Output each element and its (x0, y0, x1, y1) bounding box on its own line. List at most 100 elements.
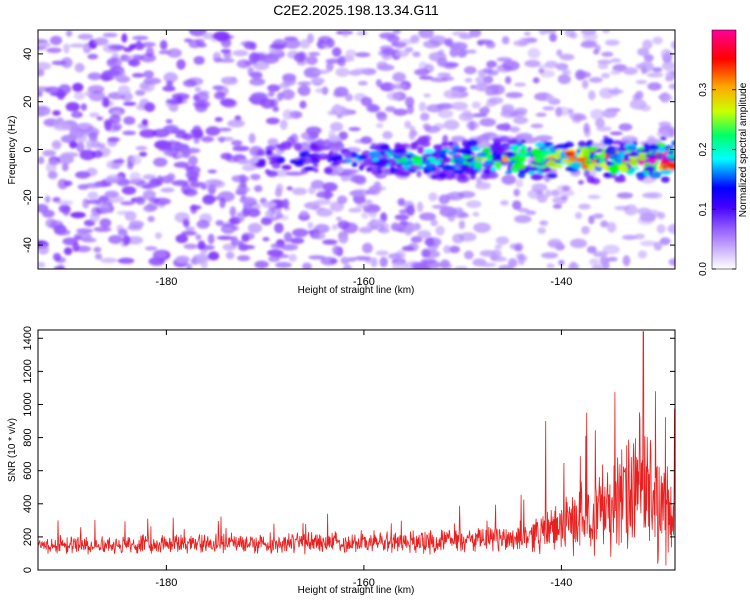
heatmap-speckle (282, 109, 294, 120)
heatmap-speckle (541, 252, 559, 259)
heatmap-signal-blob (484, 159, 492, 165)
heatmap-speckle (141, 118, 149, 126)
heatmap-speckle (670, 40, 675, 50)
heatmap-speckle (89, 112, 100, 118)
heatmap-speckle (253, 60, 270, 71)
heatmap-speckle (38, 105, 51, 117)
heatmap-speckle (418, 101, 427, 112)
heatmap-signal-blob (582, 150, 591, 158)
heatmap-speckle (198, 90, 210, 96)
heatmap-signal-blob (611, 140, 623, 145)
heatmap-speckle (122, 101, 137, 106)
heatmap-speckle (107, 58, 118, 66)
heatmap-speckle (341, 30, 350, 38)
heatmap-speckle (163, 124, 180, 134)
heatmap-speckle (325, 61, 334, 72)
heatmap-speckle (375, 122, 384, 129)
heatmap-signal-blob (256, 149, 265, 157)
heatmap-speckle (597, 59, 612, 65)
heatmap-speckle (377, 64, 395, 71)
heatmap-speckle (220, 48, 232, 54)
heatmap-speckle (182, 79, 197, 88)
heatmap-speckle (189, 30, 207, 37)
heatmap-speckle (416, 201, 424, 213)
heatmap-speckle (69, 43, 86, 48)
heatmap-speckle (130, 154, 142, 166)
heatmap-signal-blob (603, 172, 613, 179)
heatmap-signal-blob (530, 173, 544, 181)
heatmap-speckle (243, 41, 255, 50)
heatmap-speckle (75, 133, 87, 143)
heatmap-speckle (322, 182, 338, 192)
heatmap-speckle (398, 38, 416, 45)
heatmap-speckle (231, 140, 243, 147)
heatmap-speckle (73, 235, 83, 240)
heatmap-signal-blob (662, 165, 668, 170)
heatmap-signal-blob (476, 152, 487, 158)
heatmap-speckle (385, 106, 396, 113)
heatmap-signal-blob (266, 170, 278, 178)
heatmap-signal-blob (490, 166, 497, 172)
heatmap-speckle (237, 255, 251, 262)
heatmap-speckle (588, 77, 603, 83)
heatmap-speckle (450, 101, 468, 111)
heatmap-signal-blob (623, 154, 630, 161)
heatmap-signal-blob (265, 145, 276, 152)
heatmap-speckle (623, 204, 638, 216)
heatmap-speckle (362, 199, 373, 204)
heatmap-speckle (405, 96, 415, 108)
heatmap-speckle (265, 117, 280, 125)
heatmap-speckle (508, 111, 527, 118)
heatmap-speckle (143, 77, 162, 85)
heatmap-speckle (360, 96, 373, 107)
heatmap-speckle (542, 106, 555, 111)
heatmap-speckle (183, 243, 198, 250)
heatmap-speckle (336, 165, 344, 174)
colorbar-tick-label: 0.0 (698, 262, 709, 276)
heatmap-speckle (422, 40, 441, 49)
heatmap-speckle (284, 38, 301, 49)
heatmap-signal-blob (312, 163, 319, 168)
heatmap-speckle (588, 258, 600, 266)
heatmap-speckle (355, 52, 371, 58)
heatmap-speckle (282, 198, 290, 209)
heatmap-speckle (166, 80, 174, 88)
heatmap-signal-blob (495, 150, 505, 154)
heatmap-speckle (282, 73, 297, 82)
heatmap-speckle (280, 89, 295, 100)
heatmap-speckle (162, 142, 172, 151)
heatmap-speckle (409, 125, 416, 132)
heatmap-signal-blob (505, 170, 513, 175)
heatmap-speckle (369, 184, 381, 196)
heatmap-speckle (406, 104, 415, 115)
heatmap-speckle (592, 251, 608, 258)
heatmap-speckle (532, 77, 540, 84)
heatmap-signal-blob (520, 139, 526, 144)
heatmap-speckle (112, 159, 125, 164)
heatmap-speckle (283, 231, 293, 243)
heatmap-signal-blob (379, 143, 390, 151)
heatmap-speckle (51, 140, 62, 150)
heatmap-speckle (154, 232, 162, 240)
heatmap-speckle (76, 228, 93, 234)
heatmap-speckle (235, 187, 251, 193)
heatmap-speckle (596, 126, 612, 132)
heatmap-speckle (139, 82, 150, 90)
heatmap-speckle (239, 196, 256, 205)
heatmap-signal-blob (660, 176, 670, 183)
heatmap-speckle (189, 205, 202, 210)
heatmap-speckle (454, 210, 468, 219)
heatmap-speckle (527, 47, 541, 59)
heatmap-speckle (335, 67, 350, 77)
heatmap-speckle (437, 72, 451, 77)
heatmap-speckle (173, 161, 190, 168)
heatmap-speckle (135, 145, 148, 151)
heatmap-speckle (431, 127, 440, 133)
heatmap-speckle (505, 92, 523, 99)
heatmap-speckle (515, 179, 523, 188)
heatmap-speckle (126, 236, 144, 245)
heatmap-signal-blob (552, 164, 563, 169)
heatmap-speckle (418, 75, 434, 80)
heatmap-speckle (248, 133, 256, 144)
heatmap-speckle (366, 222, 375, 228)
